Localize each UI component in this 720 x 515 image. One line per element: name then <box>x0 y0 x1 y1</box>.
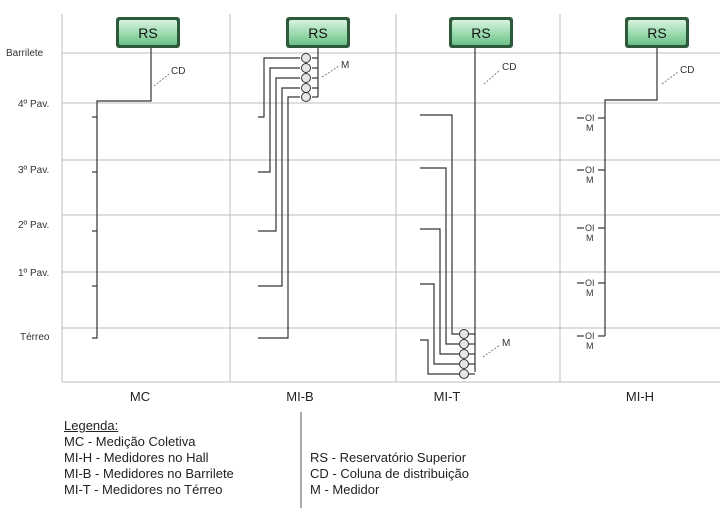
riser-mi-t-4 <box>420 114 460 335</box>
legend-left: Legenda: MC - Medição Coletiva MI-H - Me… <box>64 418 234 498</box>
pipes-mi-t <box>420 48 476 375</box>
legend-title: Legenda: <box>64 418 119 433</box>
system-labels: MC MI-B MI-T MI-H <box>130 389 654 404</box>
meter-mi-t-4 <box>459 359 469 369</box>
meter-m-mi-h-2: M <box>586 233 594 243</box>
legend-item-mi-b: MI-B - Medidores no Barrilete <box>64 466 234 481</box>
level-label-2: 2º Pav. <box>18 220 49 231</box>
riser-mi-b-3 <box>258 67 300 173</box>
system-label-mc: MC <box>130 389 150 404</box>
legend-item-mc: MC - Medição Coletiva <box>64 434 196 449</box>
riser-mi-t-1 <box>420 283 460 365</box>
meter-box-mi-h-1: OI <box>585 278 595 288</box>
system-label-mi-h: MI-H <box>626 389 654 404</box>
cd-leader-mi-t <box>483 69 501 85</box>
meter-mi-t-3 <box>459 349 469 359</box>
reservoir-label-mi-h: RS <box>647 25 666 41</box>
riser-mi-b-2 <box>258 77 300 232</box>
reservoirs: RS RS RS RS <box>116 17 689 48</box>
riser-mi-t-3 <box>420 167 460 345</box>
meter-box-mi-h-4: OI <box>585 113 595 123</box>
meter-mi-b-1 <box>301 53 311 63</box>
legend-item-rs: RS - Reservatório Superior <box>310 450 467 465</box>
meters-mi-t <box>459 329 469 379</box>
meter-mi-b-5 <box>301 92 311 102</box>
system-label-mi-t: MI-T <box>434 389 461 404</box>
meter-m-mi-h-3: M <box>586 175 594 185</box>
meter-box-mi-h-3: OI <box>585 165 595 175</box>
cd-leader-mc <box>153 73 170 87</box>
meter-m-mi-h-t: M <box>586 341 594 351</box>
level-label-4: 4º Pav. <box>18 99 49 110</box>
level-labels: Barrilete 4º Pav. 3º Pav. 2º Pav. 1º Pav… <box>6 48 50 343</box>
meter-mi-b-4 <box>301 83 311 93</box>
meter-mi-t-1 <box>459 329 469 339</box>
meters-mi-h: OI M OI M OI M OI M OI M <box>585 113 595 351</box>
reservoir-mc: RS <box>116 17 180 48</box>
cd-label-mi-t: CD <box>502 62 516 73</box>
column-mc <box>92 48 152 339</box>
system-label-mi-b: MI-B <box>286 389 313 404</box>
meter-mi-t-2 <box>459 339 469 349</box>
reservoir-label-mi-t: RS <box>471 25 490 41</box>
meters-mi-b <box>301 53 311 102</box>
level-label-barrilete: Barrilete <box>6 48 44 59</box>
m-label-mi-b: M <box>341 60 349 71</box>
pipes-mi-b <box>258 48 319 339</box>
floor-grid <box>61 14 720 383</box>
meter-mi-t-5 <box>459 369 469 379</box>
level-label-1: 1º Pav. <box>18 268 49 279</box>
m-leader-mi-b <box>321 65 340 78</box>
riser-mi-t-2 <box>420 228 460 355</box>
reservoir-label-mc: RS <box>138 25 157 41</box>
reservoir-label-mi-b: RS <box>308 25 327 41</box>
legend-right: RS - Reservatório Superior CD - Coluna d… <box>310 450 469 498</box>
meter-mi-b-3 <box>301 73 311 83</box>
legend-item-m: M - Medidor <box>310 482 380 497</box>
reservoir-mi-t: RS <box>449 17 513 48</box>
legend-item-cd: CD - Coluna de distribuição <box>310 466 469 481</box>
meter-box-mi-h-2: OI <box>585 223 595 233</box>
cd-label-mc: CD <box>171 66 185 77</box>
meter-box-mi-h-t: OI <box>585 331 595 341</box>
riser-mi-b-1 <box>258 87 300 287</box>
meter-m-mi-h-4: M <box>586 123 594 133</box>
m-leader-mi-t <box>482 344 501 358</box>
reservoir-mi-b: RS <box>286 17 350 48</box>
riser-mi-b-t <box>258 96 300 339</box>
level-label-3: 3º Pav. <box>18 165 49 176</box>
meter-mi-b-2 <box>301 63 311 73</box>
legend-item-mi-t: MI-T - Medidores no Térreo <box>64 482 223 497</box>
cd-leader-mi-h <box>661 71 679 85</box>
m-label-mi-t: M <box>502 338 510 349</box>
column-mi-h <box>604 48 658 336</box>
pipes-mc <box>92 48 152 339</box>
riser-mi-b-4 <box>258 57 300 118</box>
pipes-mi-h <box>577 48 658 337</box>
level-label-terreo: Térreo <box>20 332 50 343</box>
riser-mi-t-t <box>420 339 460 375</box>
reservoir-mi-h: RS <box>625 17 689 48</box>
meter-m-mi-h-1: M <box>586 288 594 298</box>
legend-item-mi-h: MI-H - Medidores no Hall <box>64 450 209 465</box>
cd-label-mi-h: CD <box>680 65 694 76</box>
